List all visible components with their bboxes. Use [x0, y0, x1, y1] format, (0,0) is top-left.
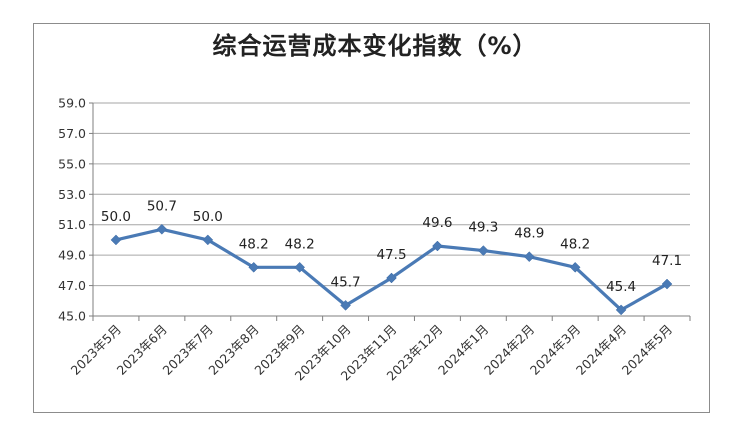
- data-point-marker: [523, 251, 535, 263]
- x-tick-label: 2024年5月: [619, 322, 675, 378]
- data-label: 49.6: [422, 215, 452, 231]
- data-point-marker: [432, 240, 443, 252]
- y-tick-label: 53.0: [58, 187, 86, 202]
- data-point-marker: [661, 278, 673, 290]
- data-point-marker: [248, 261, 260, 273]
- y-tick-label: 47.0: [58, 278, 86, 293]
- y-tick-label: 59.0: [58, 96, 86, 111]
- data-label: 47.1: [652, 253, 682, 269]
- data-label: 49.3: [468, 220, 498, 236]
- gridlines: [93, 102, 690, 287]
- data-label: 45.7: [331, 274, 361, 290]
- y-tick-label: 49.0: [58, 248, 86, 263]
- data-label: 45.4: [606, 279, 636, 295]
- data-point-marker: [340, 299, 351, 311]
- data-label: 48.9: [514, 226, 544, 242]
- series-line-layer: [110, 223, 673, 316]
- data-point-marker: [202, 234, 214, 246]
- data-point-marker: [386, 272, 397, 284]
- y-tick-label: 55.0: [58, 156, 86, 171]
- data-point-marker: [615, 304, 627, 316]
- axes: 45.047.049.051.053.055.057.059.02023年5月2…: [58, 96, 691, 384]
- data-label: 50.0: [193, 209, 223, 225]
- y-tick-label: 45.0: [58, 309, 86, 324]
- chart-frame: [33, 23, 710, 413]
- data-label: 47.5: [376, 247, 406, 263]
- chart-title: 综合运营成本变化指数（%）: [212, 32, 538, 60]
- data-point-marker: [477, 245, 489, 256]
- data-label: 48.2: [285, 236, 315, 252]
- data-label: 50.7: [147, 198, 177, 214]
- data-labels: 50.0 50.7 50.0 48.2 48.2 45.7 47.5 49.6 49.3 48.9…: [101, 198, 682, 295]
- data-point-marker: [294, 261, 306, 273]
- data-point-marker: [110, 234, 122, 246]
- y-tick-label: 51.0: [58, 217, 86, 232]
- y-tick-label: 57.0: [58, 126, 86, 141]
- data-point-marker: [156, 223, 168, 235]
- data-label: 48.2: [239, 236, 269, 252]
- data-label: 48.2: [560, 236, 590, 252]
- data-point-marker: [569, 261, 581, 273]
- data-label: 50.0: [101, 209, 131, 225]
